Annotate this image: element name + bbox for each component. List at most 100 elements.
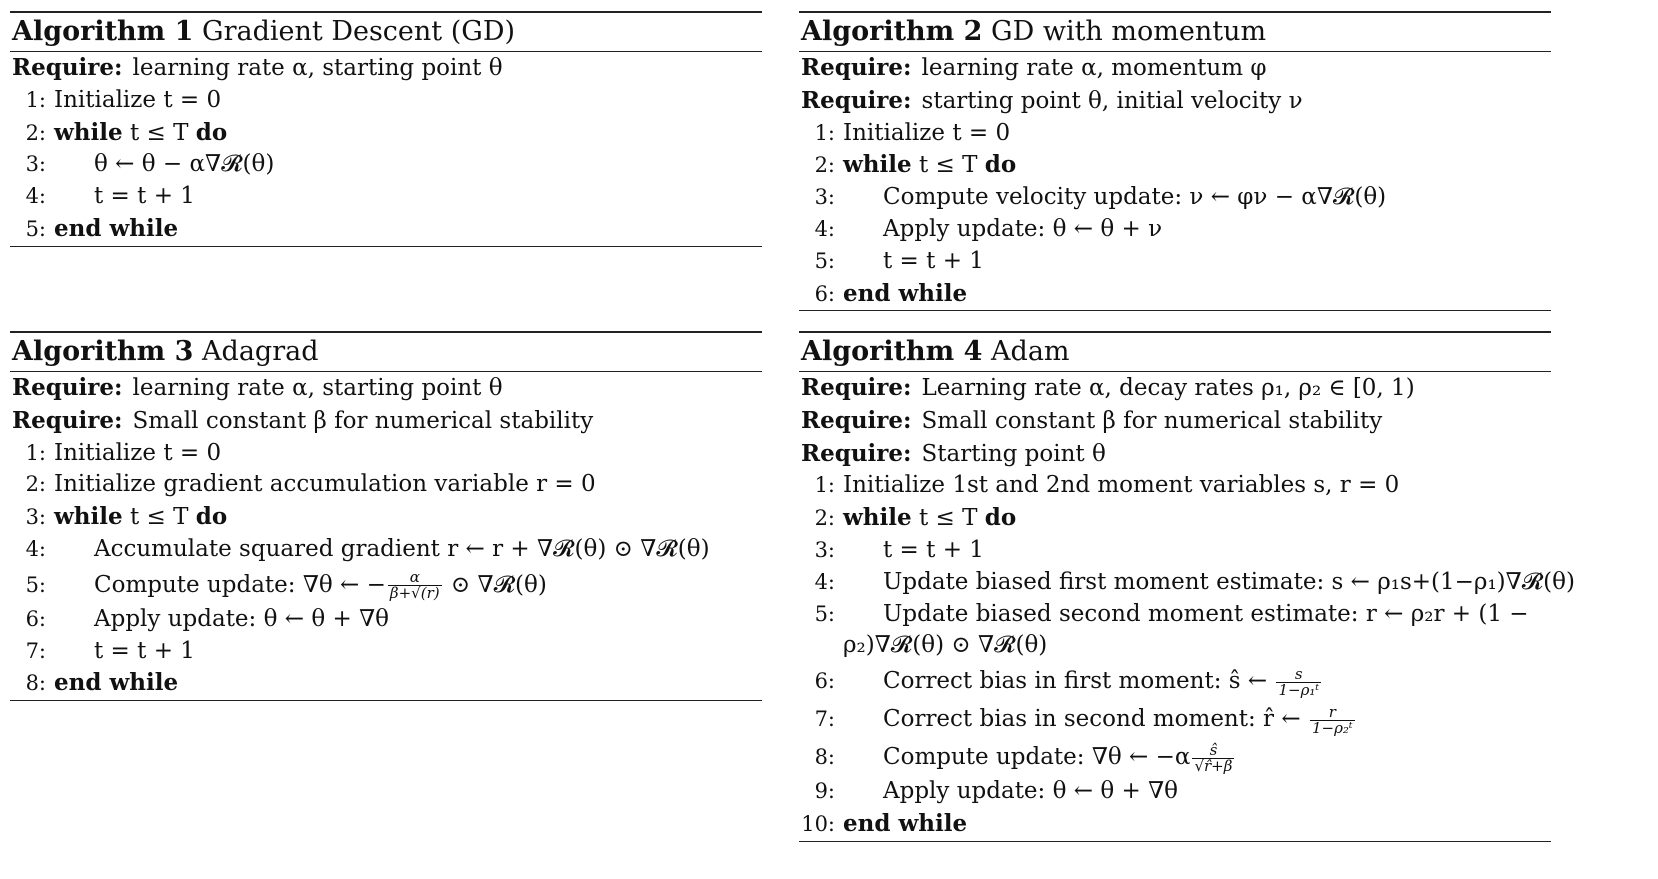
algorithm-step: 1: Initialize 1st and 2nd moment variable… — [799, 470, 1551, 502]
require-line: Require: Small constant β for numerical s… — [799, 405, 1551, 438]
line-number: 2: — [814, 153, 835, 178]
algorithm-1: Algorithm 1 Gradient Descent (GD) Require… — [10, 11, 762, 247]
line-number: 4: — [25, 184, 46, 209]
line-number: 5: — [25, 572, 46, 597]
require-line: Require: learning rate α, momentum φ — [799, 52, 1551, 85]
require-keyword: Require: — [12, 54, 123, 81]
keyword: end while — [54, 214, 179, 242]
keyword: do — [984, 151, 1017, 179]
line-number: 10: — [801, 811, 835, 836]
step-body: end while — [843, 278, 967, 311]
step-text: t ≤ T — [122, 119, 196, 146]
line-number: 5: — [25, 216, 46, 241]
step-body: while t ≤ T do — [54, 501, 227, 534]
require-text: learning rate α, starting point θ — [132, 375, 503, 401]
algorithm-step: 9: Apply update: θ ← θ + ∇θ — [799, 776, 1551, 808]
algorithm-step: 8: Compute update: ∇θ ← −α ŝ √r̂+β — [799, 738, 1551, 776]
step-body: Compute update: ∇θ ← −α ŝ √r̂+β — [843, 738, 1236, 776]
step-body: Initialize 1st and 2nd moment variables … — [843, 470, 1399, 502]
line-number: 6: — [814, 669, 835, 694]
line-number: 7: — [25, 638, 46, 663]
step-body: t = t + 1 — [843, 535, 984, 567]
algorithm-number: Algorithm 4 — [801, 336, 983, 367]
step-body: Initialize t = 0 — [843, 118, 1010, 150]
keyword: do — [195, 118, 228, 146]
require-line: Require: learning rate α, starting point … — [10, 372, 762, 405]
step-text: t = t + 1 — [883, 247, 984, 274]
algorithm-name: Adam — [991, 336, 1070, 367]
step-text: Initialize gradient accumulation variabl… — [54, 471, 596, 498]
algorithm-step: 10: end while — [799, 808, 1551, 841]
algorithm-name: Gradient Descent (GD) — [202, 16, 516, 47]
step-body: Correct bias in first moment: ŝ ← s 1−ρ₁ᵗ — [843, 662, 1323, 700]
require-keyword: Require: — [801, 374, 912, 401]
algorithm-caption: Algorithm 1 Gradient Descent (GD) — [10, 13, 762, 52]
algorithm-step: 1: Initialize t = 0 — [10, 438, 762, 470]
algorithm-4: Algorithm 4 Adam Require: Learning rate α,… — [799, 331, 1575, 842]
algorithm-step: 6: Apply update: θ ← θ + ∇θ — [10, 604, 762, 636]
algorithm-step: 4: t = t + 1 — [10, 181, 762, 213]
step-body: Apply update: θ ← θ + ∇θ — [843, 776, 1178, 808]
line-number: 9: — [814, 779, 835, 804]
require-text: Starting point θ — [921, 440, 1106, 467]
line-number: 4: — [814, 569, 835, 594]
line-number: 1: — [814, 473, 835, 498]
require-text: Small constant β for numerical stability — [921, 407, 1383, 434]
step-text: ρ₂)∇𝓡(θ) ⊙ ∇𝓡(θ) — [843, 632, 1048, 659]
algorithm-step: 2: while t ≤ T do — [10, 117, 762, 150]
line-number: 2: — [814, 506, 835, 531]
step-body: Correct bias in second moment: r̂ ← r 1−ρ… — [843, 700, 1357, 738]
require-line: Require: Starting point θ — [799, 438, 1551, 471]
fraction-denominator: 1−ρ₁ᵗ — [1278, 680, 1320, 699]
step-body: while t ≤ T do — [54, 117, 227, 150]
line-number: 3: — [25, 152, 46, 177]
step-body: Accumulate squared gradient r ← r + ∇𝓡(θ… — [54, 534, 710, 566]
step-text: Initialize t = 0 — [843, 119, 1011, 146]
algorithm-step: 2: while t ≤ T do — [799, 149, 1551, 182]
require-text: learning rate α, starting point θ — [132, 55, 503, 81]
keyword: while — [843, 504, 912, 532]
step-body: while t ≤ T do — [843, 149, 1016, 182]
require-text: Learning rate α, decay rates ρ₁, ρ₂ ∈ [0… — [921, 375, 1415, 401]
keyword: end while — [843, 279, 968, 307]
step-text-after: ⊙ ∇𝓡(θ) — [443, 571, 547, 598]
require-text: learning rate α, momentum φ — [921, 55, 1267, 81]
algorithm-step: 3: θ ← θ − α∇𝓡(θ) — [10, 149, 762, 181]
require-line: Require: Small constant β for numerical s… — [10, 405, 762, 438]
line-number: 5: — [814, 601, 835, 626]
algorithm-step: 1: Initialize t = 0 — [799, 118, 1551, 150]
algorithm-number: Algorithm 2 — [801, 16, 983, 47]
algorithm-caption: Algorithm 2 GD with momentum — [799, 13, 1551, 52]
algorithm-step: 3: t = t + 1 — [799, 535, 1551, 567]
keyword: while — [843, 151, 912, 179]
line-number: 5: — [814, 248, 835, 273]
step-text: Update biased first moment estimate: s ←… — [883, 568, 1575, 595]
keyword: end while — [54, 669, 179, 697]
algorithm-step: 2: while t ≤ T do — [799, 502, 1551, 535]
line-number: 6: — [25, 606, 46, 631]
step-text: Accumulate squared gradient r ← r + ∇𝓡(θ… — [94, 535, 710, 562]
algorithm-step: 5: t = t + 1 — [799, 246, 1551, 278]
line-number: 4: — [814, 216, 835, 241]
step-text: Correct bias in second moment: r̂ ← — [883, 706, 1308, 733]
line-number: 2: — [25, 120, 46, 145]
fraction-denominator: √r̂+β — [1194, 756, 1233, 775]
fraction-denominator: 1−ρ₂ᵗ — [1311, 718, 1353, 737]
keyword: while — [54, 503, 123, 531]
require-keyword: Require: — [801, 406, 912, 434]
fraction-numerator: α — [387, 570, 442, 587]
require-line: Require: Learning rate α, decay rates ρ₁,… — [799, 372, 1551, 405]
step-text: Compute velocity update: ν ← φν − α∇𝓡(θ) — [883, 184, 1387, 211]
algorithm-name: GD with momentum — [991, 16, 1267, 47]
algorithm-caption: Algorithm 4 Adam — [799, 333, 1551, 372]
step-text: t = t + 1 — [883, 536, 984, 563]
require-keyword: Require: — [12, 406, 123, 434]
step-body: Compute update: ∇θ ← − α β+√(r) ⊙ ∇𝓡(θ) — [54, 566, 547, 604]
step-body: Compute velocity update: ν ← φν − α∇𝓡(θ) — [843, 182, 1386, 214]
step-body: end while — [843, 808, 967, 841]
fraction: α β+√(r) — [387, 570, 442, 601]
algorithm-step: 4: Update biased first moment estimate: s… — [799, 567, 1575, 599]
fraction: r 1−ρ₂ᵗ — [1309, 704, 1355, 737]
step-body: end while — [54, 213, 178, 246]
step-body: Initialize t = 0 — [54, 85, 221, 117]
